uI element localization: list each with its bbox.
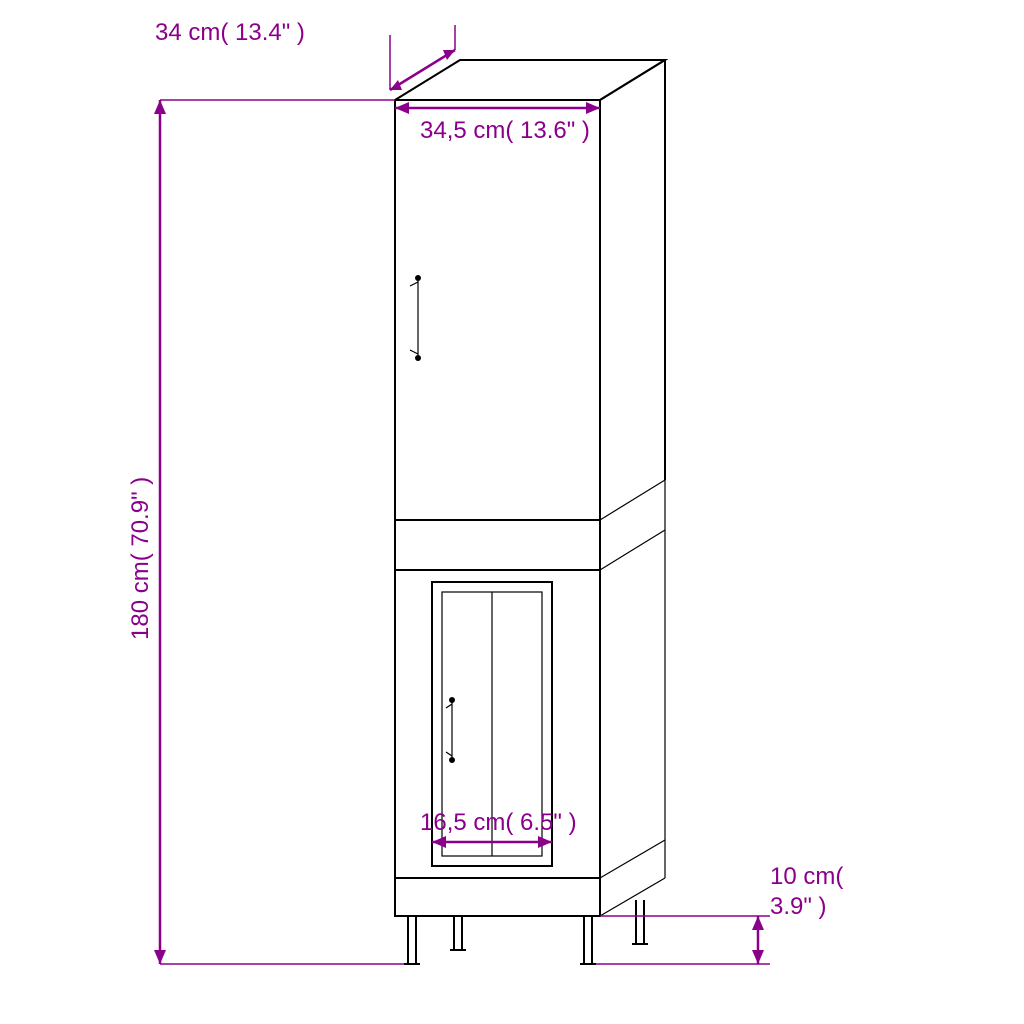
dim-lower-door-label: 16,5 cm( 6.5" ) [420,809,577,836]
dim-height: 180 cm( 70.9" ) [127,100,404,964]
dim-leg [596,916,770,964]
upper-handle [410,275,421,361]
dim-depth-label: 34 cm( 13.4" ) [155,19,305,46]
diagram-stage: 34 cm( 13.4" ) 34,5 cm( 13.6" ) 180 cm( … [0,0,1024,1024]
lower-handle [446,697,455,763]
dim-width-label: 34,5 cm( 13.6" ) [420,117,590,144]
dim-width: 34,5 cm( 13.6" ) [395,102,600,144]
dim-leg-label: 10 cm(3.9" ) [770,863,843,920]
dim-depth: 34 cm( 13.4" ) [155,19,455,90]
dim-height-label: 180 cm( 70.9" ) [127,477,154,640]
dim-lower-door: 16,5 cm( 6.5" ) [420,809,577,848]
